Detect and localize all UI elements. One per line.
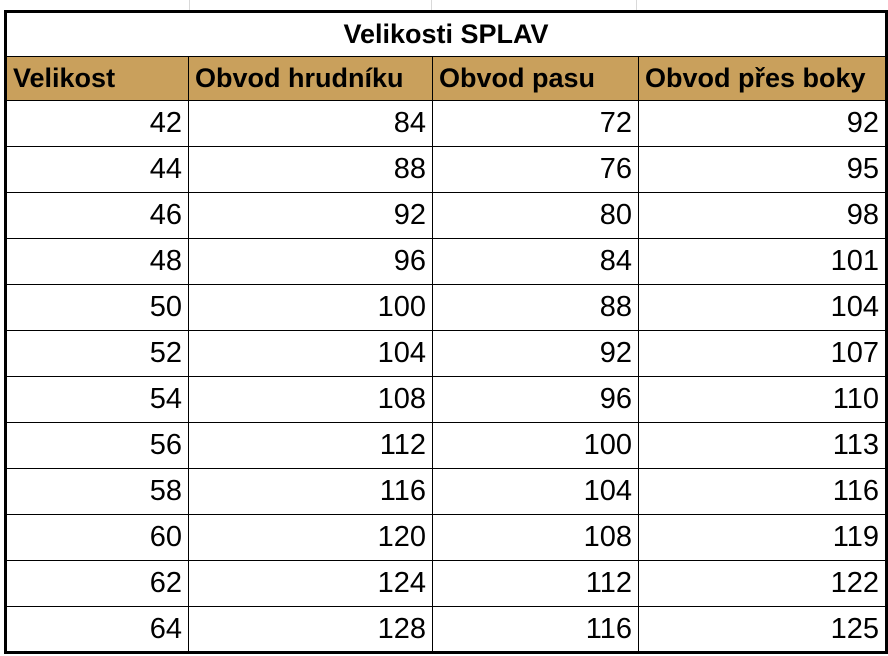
hips-cell[interactable]: 110: [637, 376, 888, 423]
hips-cell[interactable]: 125: [637, 606, 888, 653]
hips-cell[interactable]: 101: [637, 238, 888, 285]
hips-cell[interactable]: 98: [637, 192, 888, 239]
waist-cell[interactable]: 108: [432, 514, 639, 561]
size-cell[interactable]: 62: [5, 560, 189, 607]
waist-cell[interactable]: 84: [432, 238, 639, 285]
size-cell[interactable]: 52: [5, 330, 189, 377]
header-row: Velikost Obvod hrudníku Obvod pasu Obvod…: [5, 56, 888, 101]
size-cell[interactable]: 44: [5, 146, 189, 193]
hips-cell[interactable]: 119: [637, 514, 888, 561]
chest-cell[interactable]: 120: [188, 514, 433, 561]
size-cell[interactable]: 64: [5, 606, 189, 653]
size-cell[interactable]: 50: [5, 284, 189, 331]
title-row: Velikosti SPLAV: [4, 11, 888, 57]
size-table: Velikosti SPLAV Velikost Obvod hrudníku …: [4, 10, 888, 654]
table-row: 46 92 80 98: [5, 192, 888, 239]
hips-cell[interactable]: 113: [637, 422, 888, 469]
waist-cell[interactable]: 112: [432, 560, 639, 607]
chest-cell[interactable]: 104: [188, 330, 433, 377]
hips-cell[interactable]: 92: [637, 100, 888, 147]
chest-cell[interactable]: 96: [188, 238, 433, 285]
table-row: 54 108 96 110: [5, 376, 888, 423]
waist-cell[interactable]: 76: [432, 146, 639, 193]
column-header-hips[interactable]: Obvod přes boky: [637, 56, 888, 101]
waist-cell[interactable]: 116: [432, 606, 639, 653]
size-cell[interactable]: 48: [5, 238, 189, 285]
table-title[interactable]: Velikosti SPLAV: [4, 11, 888, 57]
size-cell[interactable]: 60: [5, 514, 189, 561]
chest-cell[interactable]: 128: [188, 606, 433, 653]
table-row: 48 96 84 101: [5, 238, 888, 285]
table-row: 50 100 88 104: [5, 284, 888, 331]
chest-cell[interactable]: 84: [188, 100, 433, 147]
chest-cell[interactable]: 116: [188, 468, 433, 515]
hips-cell[interactable]: 95: [637, 146, 888, 193]
waist-cell[interactable]: 88: [432, 284, 639, 331]
column-header-size[interactable]: Velikost: [5, 56, 189, 101]
gridline: [636, 0, 637, 10]
chest-cell[interactable]: 100: [188, 284, 433, 331]
table-row: 62 124 112 122: [5, 560, 888, 607]
waist-cell[interactable]: 100: [432, 422, 639, 469]
gridline: [189, 0, 190, 10]
table-row: 52 104 92 107: [5, 330, 888, 377]
hips-cell[interactable]: 122: [637, 560, 888, 607]
chest-cell[interactable]: 88: [188, 146, 433, 193]
size-cell[interactable]: 46: [5, 192, 189, 239]
chest-cell[interactable]: 112: [188, 422, 433, 469]
hips-cell[interactable]: 104: [637, 284, 888, 331]
chest-cell[interactable]: 124: [188, 560, 433, 607]
gridline: [431, 0, 432, 10]
waist-cell[interactable]: 96: [432, 376, 639, 423]
size-cell[interactable]: 54: [5, 376, 189, 423]
waist-cell[interactable]: 72: [432, 100, 639, 147]
size-cell[interactable]: 42: [5, 100, 189, 147]
column-header-chest[interactable]: Obvod hrudníku: [188, 56, 433, 101]
waist-cell[interactable]: 92: [432, 330, 639, 377]
table-row: 56 112 100 113: [5, 422, 888, 469]
chest-cell[interactable]: 108: [188, 376, 433, 423]
table-body: 42 84 72 92 44 88 76 95 46 92 80 98 48 96 84 101 50 100 88…: [5, 100, 888, 653]
hips-cell[interactable]: 107: [637, 330, 888, 377]
table-row: 64 128 116 125: [5, 606, 888, 653]
table-row: 60 120 108 119: [5, 514, 888, 561]
column-header-waist[interactable]: Obvod pasu: [432, 56, 639, 101]
waist-cell[interactable]: 80: [432, 192, 639, 239]
table-row: 42 84 72 92: [5, 100, 888, 147]
hips-cell[interactable]: 116: [637, 468, 888, 515]
waist-cell[interactable]: 104: [432, 468, 639, 515]
size-cell[interactable]: 56: [5, 422, 189, 469]
table-row: 58 116 104 116: [5, 468, 888, 515]
size-cell[interactable]: 58: [5, 468, 189, 515]
table-row: 44 88 76 95: [5, 146, 888, 193]
chest-cell[interactable]: 92: [188, 192, 433, 239]
